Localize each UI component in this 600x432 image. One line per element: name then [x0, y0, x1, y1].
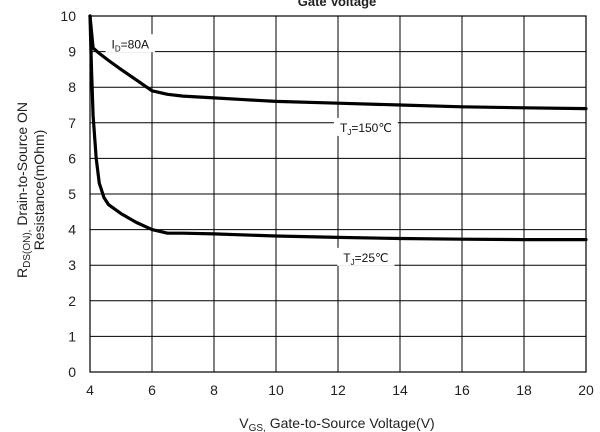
series-line-tj-150c	[88, 14, 588, 111]
annotations: ID=80A TJ=150℃ TJ=25℃	[105, 34, 398, 267]
x-tick-label-2: 8	[210, 382, 218, 398]
x-tick-labels: 4 6 8 10 12 14 16 18 20	[86, 382, 594, 398]
annotation-bg-0	[105, 34, 156, 53]
x-tick-label-6: 16	[454, 382, 470, 398]
y-tick-label-6: 6	[68, 150, 76, 166]
y-tick-label-10: 10	[60, 8, 76, 24]
plot-frame	[89, 15, 587, 373]
series-line-tj-25c	[88, 14, 588, 242]
annotation-bg-1	[333, 117, 398, 136]
x-tick-label-7: 18	[516, 382, 532, 398]
x-tick-label-3: 10	[268, 382, 284, 398]
annotation-label-2: TJ=25℃	[343, 251, 388, 267]
y-tick-label-2: 2	[68, 293, 76, 309]
y-tick-label-5: 5	[68, 186, 76, 202]
x-tick-label-4: 12	[330, 382, 346, 398]
chart-title: Gate Voltage	[298, 0, 377, 9]
y-axis-label-line2: Resistance(mOhm)	[31, 130, 47, 251]
x-tick-label-5: 14	[392, 382, 408, 398]
x-tick-label-8: 20	[578, 382, 594, 398]
y-tick-label-1: 1	[68, 328, 76, 344]
grid	[89, 15, 587, 373]
x-tick-label-0: 4	[86, 382, 94, 398]
y-axis-label-line1: RDS(ON), Drain-to-Source ON	[14, 102, 33, 278]
x-axis-label: VGS, Gate-to-Source Voltage(V)	[239, 415, 434, 432]
x-tick-label-1: 6	[148, 382, 156, 398]
y-tick-label-0: 0	[68, 364, 76, 380]
y-tick-label-8: 8	[68, 79, 76, 95]
y-tick-label-3: 3	[68, 257, 76, 273]
series-group	[88, 14, 588, 242]
y-tick-labels: 0 1 2 3 4 5 6 7 8 9 10	[60, 8, 76, 380]
annotation-label-0: ID=80A	[112, 37, 149, 53]
y-tick-label-4: 4	[68, 222, 76, 238]
annotation-label-1: TJ=150℃	[340, 121, 392, 137]
y-tick-label-9: 9	[68, 44, 76, 60]
annotation-bg-2	[337, 247, 395, 266]
y-tick-label-7: 7	[68, 115, 76, 131]
